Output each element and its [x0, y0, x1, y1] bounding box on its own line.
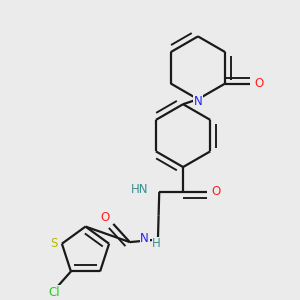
Text: O: O — [255, 77, 264, 90]
Text: Cl: Cl — [49, 286, 60, 299]
Text: HN: HN — [131, 183, 149, 196]
Text: S: S — [50, 237, 57, 250]
Text: N: N — [194, 95, 202, 108]
Text: H: H — [152, 237, 161, 250]
Text: O: O — [100, 212, 109, 224]
Text: O: O — [212, 185, 221, 198]
Text: N: N — [140, 232, 149, 245]
